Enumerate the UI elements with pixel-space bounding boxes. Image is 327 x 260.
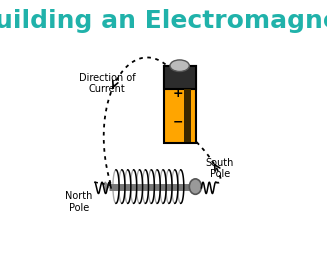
Text: Direction of
Current: Direction of Current xyxy=(79,73,135,94)
Bar xyxy=(164,66,196,143)
Polygon shape xyxy=(105,182,109,191)
Bar xyxy=(164,66,196,89)
Text: Building an Electromagnet: Building an Electromagnet xyxy=(0,9,327,33)
Text: +: + xyxy=(172,87,183,100)
Text: −: − xyxy=(172,116,183,129)
Text: North
Pole: North Pole xyxy=(65,191,93,213)
Bar xyxy=(184,89,191,142)
Circle shape xyxy=(189,179,201,194)
Ellipse shape xyxy=(170,60,189,72)
Text: South
Pole: South Pole xyxy=(206,158,234,179)
